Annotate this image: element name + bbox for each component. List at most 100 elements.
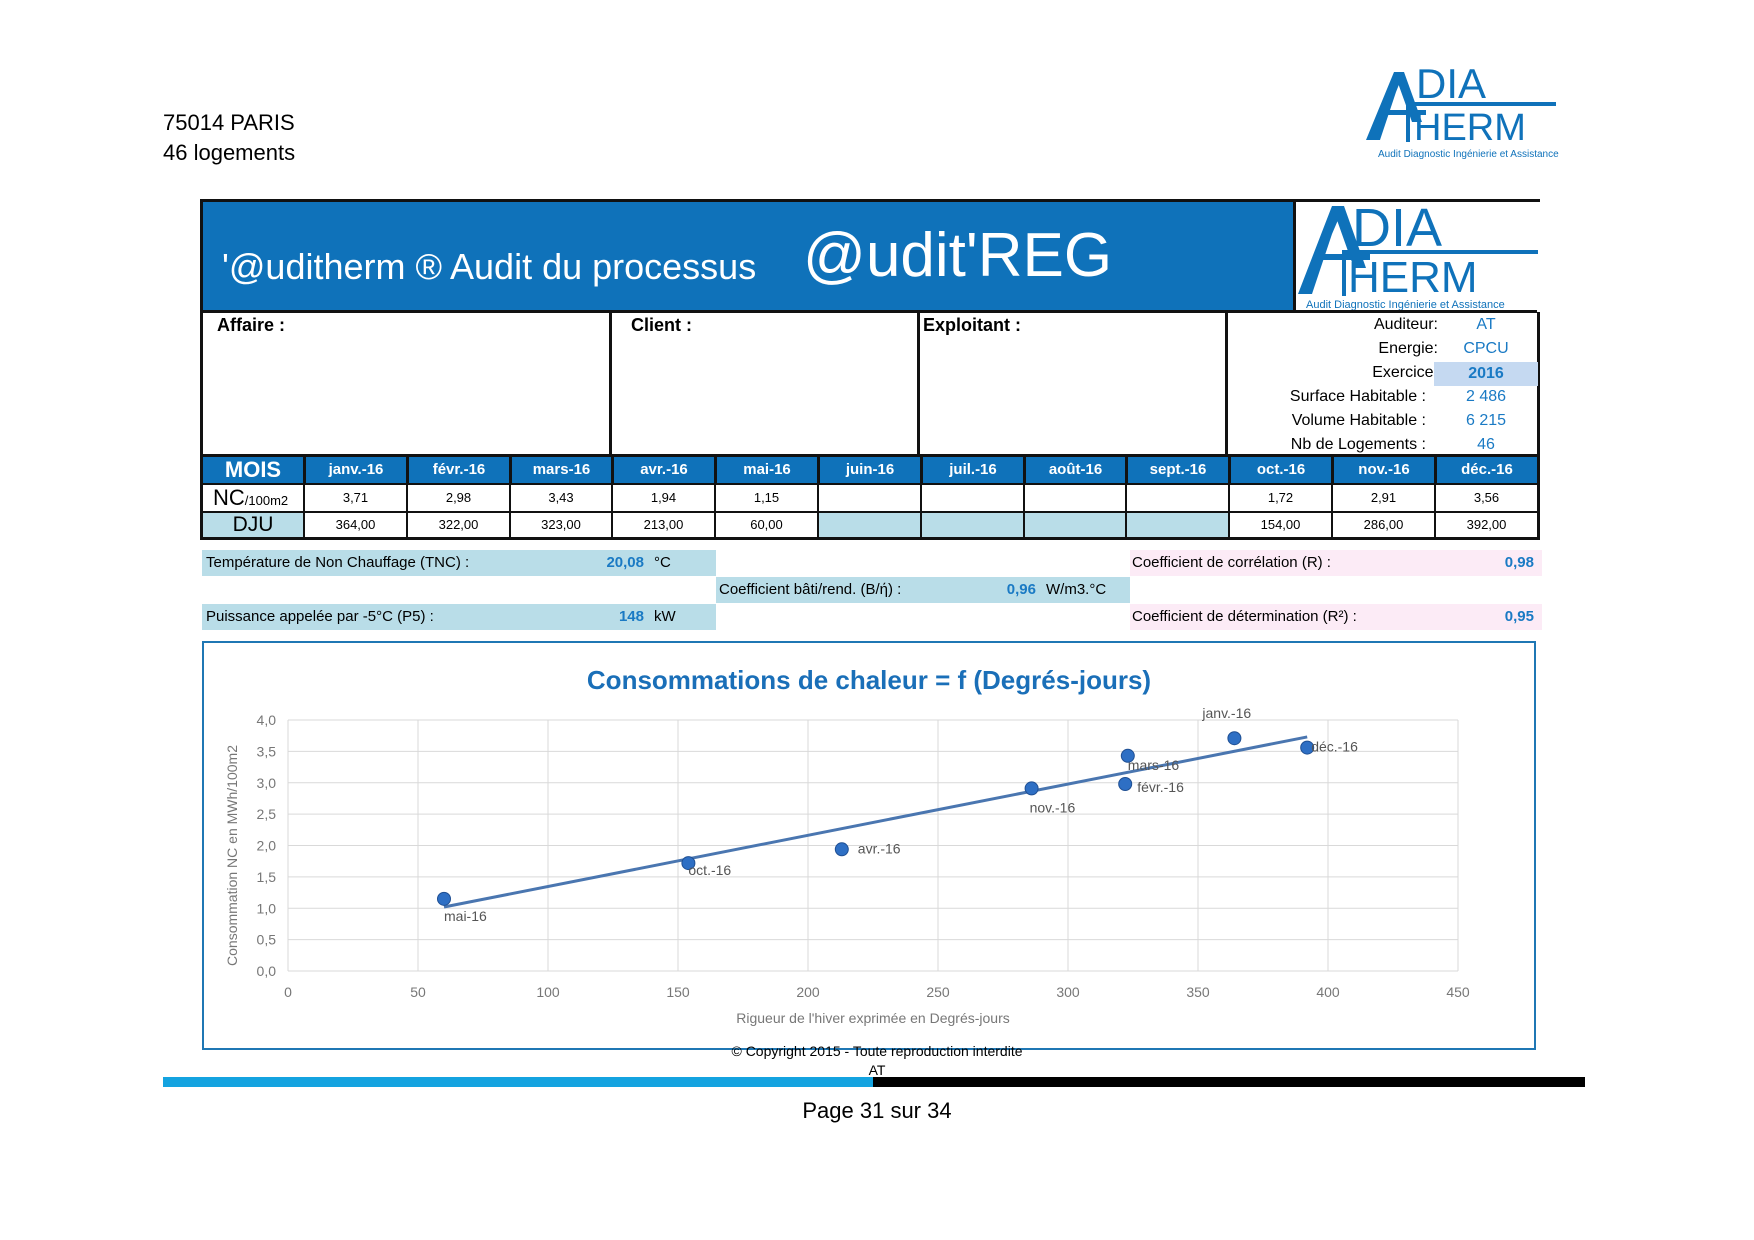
dju-cell: 364,00 bbox=[303, 513, 406, 537]
chart-box: Consommations de chaleur = f (Degrés-jou… bbox=[202, 641, 1536, 1050]
author: AT bbox=[868, 1062, 886, 1078]
x-tick-label: 350 bbox=[1186, 984, 1210, 1000]
month-header: mai-16 bbox=[714, 457, 817, 483]
x-tick-label: 400 bbox=[1316, 984, 1340, 1000]
trendline bbox=[443, 735, 1308, 909]
dju-cell: 286,00 bbox=[1331, 513, 1434, 537]
nc-row: NC/100m2 3,71 2,98 3,43 1,94 1,15 1,72 2,91 3,5… bbox=[203, 485, 1537, 511]
exercice-value: 2016 bbox=[1434, 362, 1538, 386]
x-tick-label: 50 bbox=[410, 984, 426, 1000]
data-point bbox=[1024, 781, 1039, 796]
r2-row: Coefficient de détermination (R²) : 0,95 bbox=[1130, 604, 1542, 630]
auditeur-label: Auditeur: bbox=[1373, 316, 1438, 333]
nc-cell bbox=[817, 485, 920, 511]
scatter-chart: Consommations de chaleur = f (Degrés-jou… bbox=[224, 665, 1470, 1026]
logements-label: Nb de Logements : bbox=[1290, 436, 1426, 453]
energie-value: CPCU bbox=[1463, 340, 1509, 357]
banner-prefix: '@uditherm ® Audit du processus bbox=[222, 246, 757, 287]
copyright: © Copyright 2015 - Toute reproduction in… bbox=[731, 1043, 1023, 1059]
exercice-label: Exercice: bbox=[1372, 364, 1438, 381]
data-point bbox=[1227, 731, 1242, 746]
y-tick-label: 0,0 bbox=[257, 963, 277, 979]
month-header: avr.-16 bbox=[611, 457, 714, 483]
footer-bar-right bbox=[873, 1077, 1585, 1087]
volume-label: Volume Habitable : bbox=[1291, 412, 1426, 429]
b-unit: W/m3.°C bbox=[1046, 581, 1107, 598]
dju-cell bbox=[817, 513, 920, 537]
banner-logo: DIA HERM Audit Diagnostic Ingénierie et … bbox=[1293, 198, 1540, 312]
dju-cell: 154,00 bbox=[1228, 513, 1331, 537]
y-tick-label: 3,0 bbox=[257, 775, 277, 791]
data-label: déc.-16 bbox=[1311, 739, 1358, 755]
dju-cell: 392,00 bbox=[1434, 513, 1537, 537]
nc-cell: 2,98 bbox=[406, 485, 509, 511]
month-header: sept.-16 bbox=[1125, 457, 1228, 483]
client-label: Client : bbox=[631, 315, 692, 335]
r-value: 0,98 bbox=[1504, 554, 1534, 571]
b-label: Coefficient bâti/rend. (B/ή) : bbox=[719, 581, 902, 598]
y-tick-label: 3,5 bbox=[257, 743, 277, 759]
dju-cell bbox=[920, 513, 1023, 537]
x-tick-label: 450 bbox=[1446, 984, 1470, 1000]
nc-cell: 2,91 bbox=[1331, 485, 1434, 511]
month-header: déc.-16 bbox=[1434, 457, 1537, 483]
surface-label: Surface Habitable : bbox=[1289, 388, 1426, 405]
svg-text:HERM: HERM bbox=[1414, 107, 1526, 149]
data-label: mai-16 bbox=[444, 908, 487, 924]
x-tick-label: 150 bbox=[666, 984, 690, 1000]
nc-cell: 3,56 bbox=[1434, 485, 1537, 511]
x-axis-label: Rigueur de l'hiver exprimée en Degrés-jo… bbox=[736, 1010, 1009, 1026]
logements-value: 46 bbox=[1477, 436, 1495, 453]
r-row: Coefficient de corrélation (R) : 0,98 bbox=[1130, 550, 1542, 576]
x-tick-label: 100 bbox=[536, 984, 560, 1000]
data-point bbox=[1120, 748, 1135, 763]
nc-cell: 3,43 bbox=[509, 485, 611, 511]
x-tick-label: 300 bbox=[1056, 984, 1080, 1000]
dju-row: DJU 364,00 322,00 323,00 213,00 60,00 154,00 2… bbox=[203, 513, 1537, 537]
banner-title: @udit'REG bbox=[803, 221, 1113, 290]
y-tick-label: 0,5 bbox=[257, 932, 277, 948]
month-header: oct.-16 bbox=[1228, 457, 1331, 483]
y-tick-label: 1,5 bbox=[257, 869, 277, 885]
nc-cell: 3,71 bbox=[303, 485, 406, 511]
data-label: févr.-16 bbox=[1137, 779, 1184, 795]
dju-cell bbox=[1125, 513, 1228, 537]
tnc-row: Température de Non Chauffage (TNC) : 20,… bbox=[202, 550, 716, 576]
energie-label: Energie: bbox=[1378, 340, 1438, 357]
svg-text:Audit Diagnostic Ingénierie et: Audit Diagnostic Ingénierie et Assistanc… bbox=[1306, 299, 1505, 311]
y-tick-label: 2,5 bbox=[257, 806, 277, 822]
y-axis-label: Consommation NC en MWh/100m2 bbox=[224, 745, 240, 966]
x-tick-label: 0 bbox=[284, 984, 292, 1000]
nc-cell bbox=[1023, 485, 1125, 511]
surface-value: 2 486 bbox=[1465, 388, 1507, 405]
tnc-label: Température de Non Chauffage (TNC) : bbox=[206, 554, 470, 571]
nc-cell: 1,15 bbox=[714, 485, 817, 511]
month-header: juin-16 bbox=[817, 457, 920, 483]
footer-bar-left bbox=[163, 1077, 873, 1087]
company-logo: DIA HERM Audit Diagnostic Ingénierie et … bbox=[1366, 60, 1566, 162]
b-row: Coefficient bâti/rend. (B/ή) : 0,96 W/m3… bbox=[716, 577, 1130, 603]
nc-label: NC/100m2 bbox=[213, 485, 289, 510]
month-header: juil.-16 bbox=[920, 457, 1023, 483]
nc-cell: 1,94 bbox=[611, 485, 714, 511]
exploitant-label: Exploitant : bbox=[923, 315, 1021, 335]
volume-value: 6 215 bbox=[1465, 412, 1507, 429]
r2-label: Coefficient de détermination (R²) : bbox=[1132, 608, 1357, 625]
nc-cell bbox=[1125, 485, 1228, 511]
p5-row: Puissance appelée par -5°C (P5) : 148 kW bbox=[202, 604, 716, 630]
nc-cell bbox=[920, 485, 1023, 511]
dju-cell: 213,00 bbox=[611, 513, 714, 537]
dju-label: DJU bbox=[232, 513, 274, 536]
info-fields: Auditeur: AT Energie: CPCU Exercice: 201… bbox=[1228, 314, 1538, 458]
chart-title: Consommations de chaleur = f (Degrés-jou… bbox=[587, 665, 1151, 695]
data-label: nov.-16 bbox=[1030, 799, 1076, 815]
auditeur-value: AT bbox=[1476, 316, 1496, 333]
svg-text:HERM: HERM bbox=[1348, 253, 1478, 302]
x-tick-label: 200 bbox=[796, 984, 820, 1000]
r2-value: 0,95 bbox=[1504, 608, 1534, 625]
y-tick-label: 1,0 bbox=[257, 900, 277, 916]
dju-cell: 322,00 bbox=[406, 513, 509, 537]
nc-cell: 1,72 bbox=[1228, 485, 1331, 511]
data-label: janv.-16 bbox=[1201, 705, 1251, 721]
month-header: mars-16 bbox=[509, 457, 611, 483]
